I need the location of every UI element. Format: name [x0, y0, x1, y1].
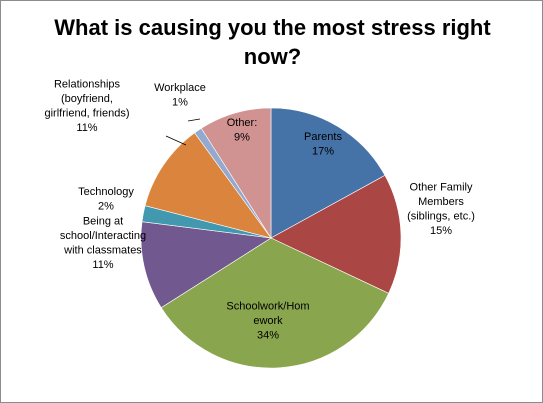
slice-label: Schoolwork/Hom ework 34% — [226, 301, 309, 342]
pie-slice — [144, 132, 272, 239]
pie-slice — [270, 174, 402, 294]
chart-title: What is causing you the most stress righ… — [54, 15, 491, 69]
leader-line — [165, 135, 187, 146]
slice-label: Parents 17% — [304, 131, 342, 158]
slice-label: Other: 9% — [227, 117, 258, 144]
slice-label: Other Family Members (siblings, etc.) 15% — [407, 181, 475, 237]
slice-label: Being at school/Interacting with classmate… — [60, 215, 146, 271]
leader-line — [187, 118, 201, 122]
slice-label: Relationships (boyfriend, girlfriend, frie… — [45, 78, 130, 134]
pie-slice — [160, 237, 390, 369]
pie-slice — [140, 221, 272, 309]
pie-slice — [200, 107, 272, 240]
slice-label: Workplace 1% — [154, 82, 206, 109]
pie-slice — [270, 107, 386, 239]
slice-label: Technology 2% — [78, 186, 134, 213]
